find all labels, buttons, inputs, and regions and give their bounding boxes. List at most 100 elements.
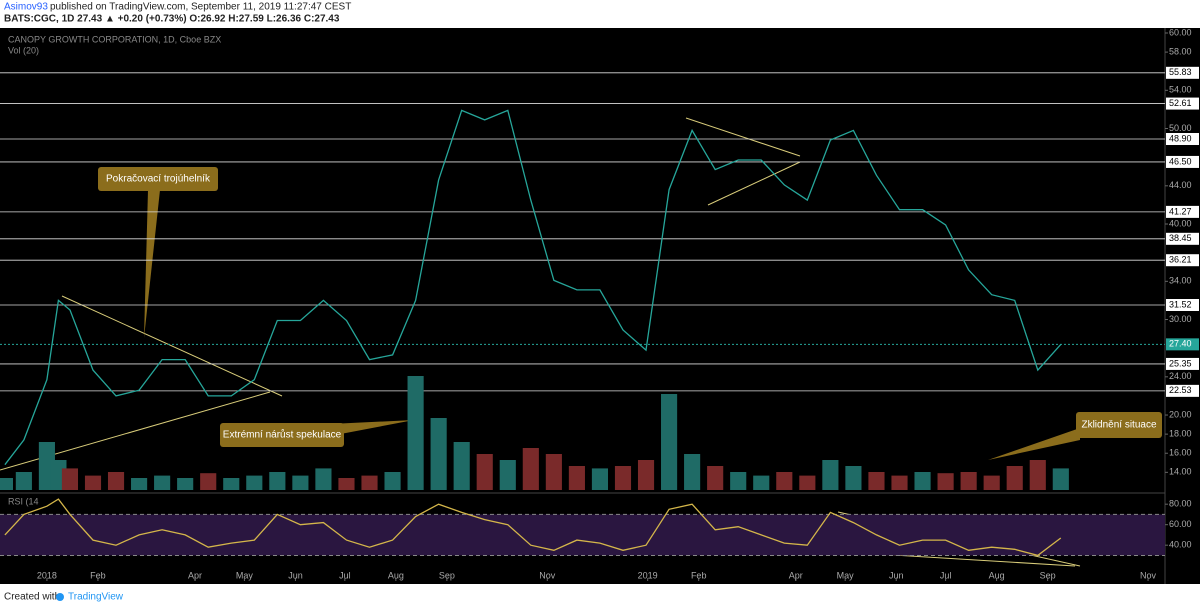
x-tick-label: Feb <box>691 570 707 580</box>
trend-line <box>61 295 283 397</box>
y-tick-label: 44.00 <box>1169 180 1192 190</box>
volume-bar <box>845 466 862 490</box>
volume-bar <box>753 475 770 490</box>
x-tick-label: Nov <box>1140 570 1157 580</box>
volume-bar <box>384 472 401 490</box>
x-tick-label: Sep <box>1040 570 1056 580</box>
level-label: 36.21 <box>1169 255 1192 265</box>
rsi-label: RSI (14 <box>8 496 39 506</box>
y-tick-label: 60.00 <box>1169 27 1192 37</box>
volume-bar <box>84 475 102 490</box>
x-tick-label: Jul <box>940 570 952 580</box>
volume-bar <box>891 475 908 490</box>
trend-line <box>707 161 801 206</box>
y-tick-label: 54.00 <box>1169 85 1192 95</box>
volume-bar <box>223 478 240 490</box>
last-price-box <box>1166 338 1199 351</box>
y-tick-label: 50.00 <box>1169 123 1192 133</box>
x-tick-label: Feb <box>90 570 106 580</box>
level-label-box <box>1166 232 1199 245</box>
volume-bar <box>246 475 263 490</box>
footer-created: Created with <box>4 592 60 603</box>
x-tick-label: Aug <box>388 570 404 580</box>
level-label: 31.52 <box>1169 299 1192 309</box>
annotation-callouts: Pokračovací trojúhelník Extrémní nárůst … <box>98 167 1162 460</box>
volume-bar <box>0 478 14 490</box>
volume-bar <box>154 475 171 490</box>
volume-bar <box>822 460 839 490</box>
volume-bar <box>131 478 148 490</box>
x-tick-label: Apr <box>188 570 202 580</box>
callout-pointer <box>144 190 160 338</box>
volume-bar <box>338 478 355 490</box>
y-tick-label: 24.00 <box>1169 371 1192 381</box>
y-tick-label: 14.00 <box>1169 467 1192 477</box>
volume-bar <box>591 468 609 490</box>
volume-bar <box>315 468 332 490</box>
volume-bar <box>707 466 724 490</box>
level-label: 46.50 <box>1169 156 1192 166</box>
x-tick-label: Jun <box>288 570 303 580</box>
level-label: 41.27 <box>1169 206 1192 216</box>
volume-bar <box>407 376 424 490</box>
level-label: 48.90 <box>1169 133 1192 143</box>
x-tick-label: 2018 <box>37 570 57 580</box>
level-label-box <box>1166 66 1199 79</box>
volume-bar <box>1052 468 1069 490</box>
brand-logo <box>56 593 64 601</box>
y-tick-label: 40.00 <box>1169 218 1192 228</box>
volume-bar <box>614 466 632 490</box>
volume-bar <box>61 468 79 490</box>
rsi-line <box>4 498 1062 557</box>
published-note: published on TradingView.com, September … <box>50 2 351 13</box>
symbol-line: BATS:CGC, 1D 27.43 ▲ +0.20 (+0.73%) O:26… <box>4 14 340 25</box>
volume-bar <box>914 472 931 490</box>
footer-brand[interactable]: TradingView <box>68 592 124 603</box>
level-label: 38.45 <box>1169 233 1192 243</box>
level-label-box <box>1166 357 1199 370</box>
volume-label: Vol (20) <box>8 45 39 55</box>
volume-bar <box>730 472 747 490</box>
y-tick-label: 58.00 <box>1169 46 1192 56</box>
level-label-box <box>1166 299 1199 312</box>
y-tick-label: 18.00 <box>1169 429 1192 439</box>
volume-bar <box>292 475 309 490</box>
level-label-box <box>1166 205 1199 218</box>
chart-background <box>0 28 1200 584</box>
callout-box <box>1076 412 1162 438</box>
user-name[interactable]: Asimov93 <box>4 2 48 13</box>
rsi-band <box>0 514 1165 556</box>
trend-line <box>685 117 801 157</box>
volume-bar <box>776 472 793 490</box>
rsi-tick-label: 60.00 <box>1169 519 1192 529</box>
level-label: 52.61 <box>1169 98 1192 108</box>
x-tick-label: Nov <box>539 570 556 580</box>
volume-bar <box>983 475 1000 490</box>
x-tick-label: Sep <box>439 570 455 580</box>
volume-bar <box>568 466 585 490</box>
y-tick-label: 16.00 <box>1169 448 1192 458</box>
level-label-box <box>1166 254 1199 267</box>
volume-bar <box>1006 466 1023 490</box>
chart-title: CANOPY GROWTH CORPORATION, 1D, Cboe BZX <box>8 34 221 44</box>
volume-bar <box>499 460 516 490</box>
volume-bar <box>177 478 194 490</box>
volume-bar <box>361 475 378 490</box>
volume-bar <box>1029 460 1046 490</box>
volume-bar <box>476 454 493 490</box>
x-tick-label: 2019 <box>638 570 658 580</box>
level-label: 25.35 <box>1169 358 1192 368</box>
annotation: Pokračovací trojúhelník <box>106 174 211 185</box>
volume-bar <box>453 442 470 490</box>
level-label: 22.53 <box>1169 385 1192 395</box>
level-label-box <box>1166 133 1199 146</box>
annotation: Zklidnění situace <box>1081 420 1156 431</box>
callout-box <box>220 423 344 447</box>
volume-bar <box>868 472 885 490</box>
x-tick-label: May <box>236 570 254 580</box>
rsi-tick-label: 40.00 <box>1169 540 1192 550</box>
volume-bar <box>545 454 562 490</box>
last-price-label: 27.40 <box>1169 339 1192 349</box>
